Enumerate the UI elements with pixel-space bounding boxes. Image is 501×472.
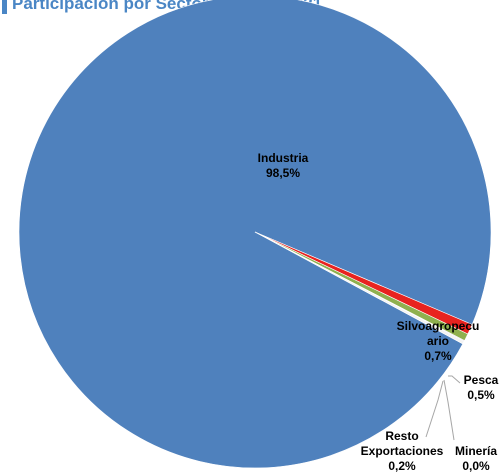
- label-resto-name-line2: Exportaciones: [361, 444, 444, 458]
- pie-slice-industria: [18, 0, 492, 469]
- title-accent-bar: [2, 0, 7, 14]
- label-pesca-value: 0,5%: [467, 388, 495, 402]
- label-silvoagropecuario-value: 0,7%: [424, 349, 452, 363]
- resto-leader-line: [425, 380, 444, 438]
- label-industria-name: Industria: [258, 151, 309, 165]
- label-resto-value: 0,2%: [388, 459, 416, 472]
- label-resto-name-line1: Resto: [385, 429, 418, 443]
- label-mineria-value: 0,0%: [462, 459, 490, 472]
- label-silvoagropecuario-name-line2: ario: [427, 334, 449, 348]
- label-industria-value: 98,5%: [266, 166, 300, 180]
- mineria-leader-line: [443, 379, 455, 441]
- pie-slices: [18, 0, 492, 469]
- label-mineria-name: Minería: [455, 444, 497, 458]
- pesca-leader-line: [448, 375, 461, 384]
- label-silvoagropecuario-name-line1: Silvoagropecu: [397, 319, 480, 333]
- label-pesca-name: Pesca: [464, 373, 499, 387]
- pie-slice-resto-exportaciones: [254, 231, 465, 345]
